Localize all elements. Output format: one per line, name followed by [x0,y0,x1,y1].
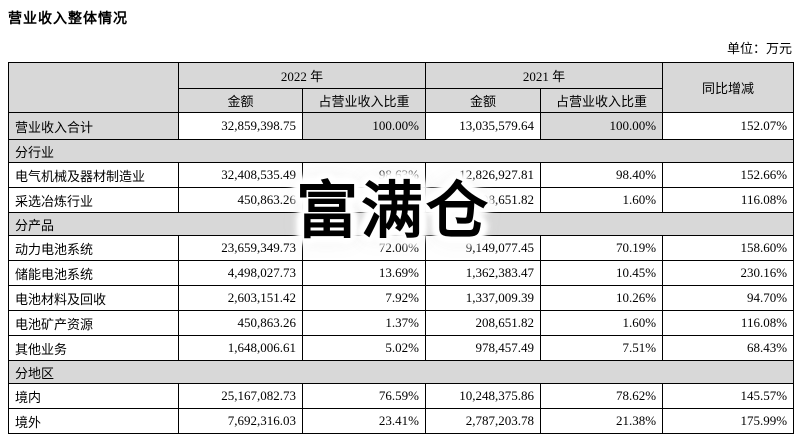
header-blank-cell [8,62,179,113]
amount-2022: 23,659,349.73 [178,235,303,261]
header-year-2022: 2022 年 [177,62,427,89]
table-row: 储能电池系统 4,498,027.73 13.69% 1,362,383.47 10.4… [8,260,795,286]
header-yoy-change: 同比增减 [662,62,795,113]
table-row: 境内 25,167,082.73 76.59% 10,248,375.86 78.62%… [8,383,795,409]
table-row: 营业收入合计 32,859,398.75 100.00% 13,035,579.64 1… [8,112,795,140]
amount-2021: 208,651.82 [425,187,542,213]
amount-2021: 13,035,579.64 [425,112,542,140]
amount-2021: 208,651.82 [425,310,542,336]
amount-2021: 12,826,927.81 [425,162,542,188]
row-label: 采选冶炼行业 [8,187,179,213]
yoy-change: 68.43% [662,335,795,361]
row-label: 电池材料及回收 [8,285,179,311]
yoy-change: 158.60% [662,235,795,261]
yoy-change: 94.70% [662,285,795,311]
pct-2022: 1.37% [301,187,427,213]
pct-2021: 70.19% [540,235,664,261]
amount-2022: 25,167,082.73 [178,383,303,409]
pct-2021: 7.51% [540,335,664,361]
section-label: 分产品 [7,212,795,236]
watermark-text: 富满仓 [296,178,492,246]
row-label: 境外 [8,408,179,434]
revenue-table: 2022 年 2021 年 同比增减 金额 占营业收入比重 金额 占营业收入比重… [7,62,795,434]
pct-2021: 21.38% [540,408,664,434]
pct-2022: 7.92% [301,285,427,311]
pct-2022: 72.00% [301,235,427,261]
amount-2022: 32,859,398.75 [178,112,303,140]
section-row: 分产品 [7,212,795,236]
pct-2021: 78.62% [540,383,664,409]
table-row: 电气机械及器材制造业 32,408,535.49 98.63% 12,826,927.… [8,162,795,188]
row-label: 电池矿产资源 [8,310,179,336]
pct-2021: 1.60% [540,187,664,213]
pct-2021: 1.60% [540,310,664,336]
yoy-change: 145.57% [662,383,795,409]
row-label: 电气机械及器材制造业 [8,162,179,188]
yoy-change: 175.99% [662,408,795,434]
yoy-change: 152.07% [662,112,795,140]
header-row-measures: 金额 占营业收入比重 金额 占营业收入比重 [9,88,794,113]
header-amount-2022: 金额 [178,88,303,113]
amount-2021: 978,457.49 [425,335,542,361]
pct-2022: 23.41% [301,408,427,434]
row-label: 其他业务 [8,335,179,361]
yoy-change: 116.08% [662,187,795,213]
pct-2021: 98.40% [540,162,664,188]
header-pct-2022: 占营业收入比重 [301,88,427,113]
page-title: 营业收入整体情况 [8,12,128,27]
table-row: 电池矿产资源 450,863.26 1.37% 208,651.82 1.60% 116.… [8,310,795,336]
section-row: 分行业 [7,139,795,163]
pct-2021: 10.45% [540,260,664,286]
header-year-2021: 2021 年 [425,62,664,89]
table-row: 动力电池系统 23,659,349.73 72.00% 9,149,077.45 70.… [8,235,795,261]
amount-2022: 2,603,151.42 [178,285,303,311]
amount-2021: 1,362,383.47 [425,260,542,286]
pct-2022: 100.00% [301,112,427,140]
section-row: 分地区 [7,360,795,384]
amount-2022: 1,648,006.61 [178,335,303,361]
amount-2022: 32,408,535.49 [178,162,303,188]
header-pct-2021: 占营业收入比重 [540,88,664,113]
yoy-change: 152.66% [662,162,795,188]
header-amount-2021: 金额 [425,88,542,113]
pct-2022: 1.37% [301,310,427,336]
row-label: 营业收入合计 [8,112,179,140]
row-label: 境内 [8,383,179,409]
yoy-change: 230.16% [662,260,795,286]
amount-2021: 1,337,009.39 [425,285,542,311]
amount-2021: 10,248,375.86 [425,383,542,409]
amount-2021: 2,787,203.78 [425,408,542,434]
pct-2022: 5.02% [301,335,427,361]
pct-2022: 98.63% [301,162,427,188]
table-row: 其他业务 1,648,006.61 5.02% 978,457.49 7.51% 68.4… [8,335,795,361]
header-row-years: 2022 年 2021 年 同比增减 [8,62,795,113]
table-row: 电池材料及回收 2,603,151.42 7.92% 1,337,009.39 10.2… [8,285,795,311]
amount-2022: 4,498,027.73 [178,260,303,286]
section-label: 分地区 [7,360,795,384]
row-label: 动力电池系统 [8,235,179,261]
amount-2022: 450,863.26 [178,310,303,336]
pct-2022: 76.59% [301,383,427,409]
section-label: 分行业 [7,139,795,163]
yoy-change: 116.08% [662,310,795,336]
row-label: 储能电池系统 [8,260,179,286]
table-row: 采选冶炼行业 450,863.26 1.37% 208,651.82 1.60% 116.… [8,187,795,213]
pct-2022: 13.69% [301,260,427,286]
pct-2021: 10.26% [540,285,664,311]
pct-2021: 100.00% [540,112,664,140]
table-row: 境外 7,692,316.03 23.41% 2,787,203.78 21.38% 17… [8,408,795,434]
unit-label: 单位：万元 [726,41,792,56]
amount-2022: 450,863.26 [178,187,303,213]
amount-2022: 7,692,316.03 [178,408,303,434]
